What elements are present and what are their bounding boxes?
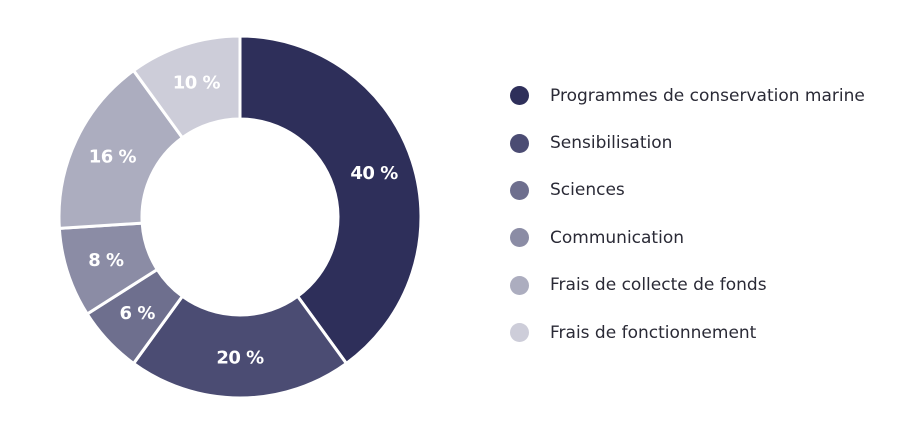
value-label-communication: 8 % [88, 250, 124, 271]
legend-swatch [510, 180, 529, 200]
legend-item-frais-de-collecte-de-fonds: Frais de collecte de fonds [510, 262, 865, 309]
legend-item-programmes-de-conservation-marine: Programmes de conservation marine [510, 72, 865, 119]
slice-sensibilisation [132, 294, 348, 400]
legend-label: Programmes de conservation marine [550, 85, 865, 106]
legend-label: Frais de fonctionnement [550, 322, 757, 343]
value-label-frais-de-fonctionnement: 10 % [173, 72, 221, 93]
slice-frais-de-collecte-de-fonds [57, 69, 184, 230]
donut-value-labels: 40 % 20 % 6 % 8 % 16 % 10 % [88, 72, 398, 368]
value-label-programmes-de-conservation-marine: 40 % [350, 163, 398, 184]
legend-item-communication: Communication [510, 214, 865, 261]
chart-legend: Programmes de conservation marine Sensibi… [510, 72, 865, 356]
value-label-sensibilisation: 20 % [216, 348, 264, 369]
legend-swatch [510, 275, 529, 295]
donut-slices [57, 34, 423, 400]
legend-swatch [510, 133, 529, 153]
legend-label: Sciences [550, 180, 625, 201]
legend-swatch [510, 86, 529, 106]
value-label-sciences: 6 % [120, 303, 156, 324]
value-label-frais-de-collecte-de-fonds: 16 % [89, 146, 137, 167]
legend-swatch [510, 323, 529, 343]
legend-item-frais-de-fonctionnement: Frais de fonctionnement [510, 309, 865, 356]
legend-label: Sensibilisation [550, 133, 673, 154]
legend-item-sciences: Sciences [510, 167, 865, 214]
legend-label: Frais de collecte de fonds [550, 275, 767, 296]
legend-item-sensibilisation: Sensibilisation [510, 119, 865, 166]
slice-frais-de-fonctionnement [132, 34, 242, 140]
legend-swatch [510, 228, 529, 248]
slice-programmes-de-conservation-marine [238, 34, 423, 365]
legend-label: Communication [550, 227, 684, 248]
